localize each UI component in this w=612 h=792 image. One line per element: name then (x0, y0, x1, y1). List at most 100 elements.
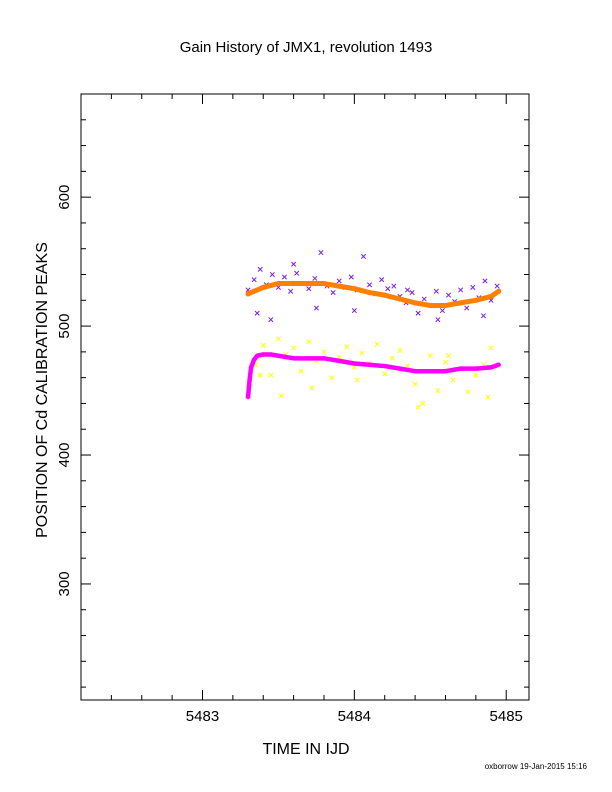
data-point (435, 387, 441, 394)
data-point (336, 283, 342, 289)
data-point (473, 372, 479, 378)
data-point (442, 302, 449, 309)
data-point (435, 317, 441, 323)
data-point (306, 339, 312, 345)
data-point (488, 293, 494, 300)
data-point (409, 290, 415, 296)
data-point (439, 308, 445, 314)
data-point (268, 317, 274, 323)
x-tick-label: 5483 (186, 708, 219, 725)
data-point (374, 341, 380, 347)
data-point (427, 302, 433, 309)
data-point (366, 289, 373, 296)
data-point (260, 284, 266, 291)
x-tick-label: 5484 (338, 708, 371, 725)
data-point (420, 400, 426, 407)
data-point (291, 280, 297, 287)
data-point (421, 296, 427, 302)
data-point (257, 372, 263, 378)
data-point (336, 278, 342, 284)
data-point (382, 371, 388, 377)
data-point (470, 284, 476, 290)
data-point (445, 292, 452, 298)
data-point (298, 368, 304, 374)
data-point (397, 296, 403, 302)
data-point (360, 253, 367, 260)
data-point (329, 375, 335, 381)
data-point (415, 310, 421, 316)
data-point (278, 393, 285, 399)
data-point (382, 292, 388, 298)
data-marks (245, 250, 502, 410)
data-point (458, 300, 464, 306)
data-point (330, 290, 336, 296)
y-axis-title: POSITION OF Cd CALIBRATION PEAKS (34, 242, 51, 538)
data-point (268, 372, 274, 378)
series-3 (245, 352, 501, 400)
plot-frame (80, 93, 530, 701)
data-point (306, 280, 312, 287)
data-point (351, 364, 357, 370)
data-point (404, 287, 411, 293)
data-point (309, 385, 315, 391)
data-point (482, 278, 488, 284)
data-point (412, 381, 418, 387)
x-axis-title: TIME IN IJD (262, 741, 349, 758)
data-point (275, 336, 281, 342)
data-point (464, 305, 470, 311)
data-point (485, 394, 491, 400)
tick-labels: 5483 5484 5485 300 400 500 600 (56, 185, 523, 725)
data-point (391, 283, 397, 289)
data-point (344, 344, 350, 350)
series-line (245, 352, 501, 400)
data-point (433, 288, 439, 294)
series-0 (245, 250, 500, 323)
data-point (312, 275, 318, 281)
footer-credit: oxborrow 19-Jan-2015 15:16 (485, 762, 588, 771)
data-point (254, 310, 260, 316)
data-point (321, 349, 327, 355)
data-point (488, 345, 494, 351)
data-point (313, 305, 319, 311)
data-point (321, 280, 327, 287)
data-point (496, 288, 502, 294)
data-point (450, 377, 456, 383)
data-point (251, 277, 257, 283)
data-point (288, 288, 294, 294)
data-point (275, 280, 282, 287)
data-point (351, 308, 357, 314)
y-tick-label: 400 (56, 443, 73, 468)
series-1 (245, 280, 502, 309)
y-tick-label: 500 (56, 314, 73, 339)
data-point (306, 286, 312, 292)
y-tick-label: 300 (56, 571, 73, 596)
data-point (245, 291, 251, 297)
data-point (412, 300, 418, 306)
data-point (415, 404, 421, 410)
chart-title: Gain History of JMX1, revolution 1493 (180, 39, 433, 56)
data-point (318, 250, 324, 256)
data-point (291, 345, 297, 351)
data-point (427, 353, 433, 359)
data-point (442, 359, 449, 365)
data-point (260, 342, 266, 348)
series-2 (253, 336, 494, 410)
x-tick-label: 5485 (490, 708, 523, 725)
data-point (257, 266, 263, 272)
data-point (354, 377, 360, 383)
data-point (445, 353, 452, 359)
data-point (397, 348, 403, 354)
data-point (366, 282, 373, 288)
data-point (291, 261, 297, 267)
y-tick-label: 600 (56, 185, 73, 210)
data-point (458, 287, 464, 293)
data-point (281, 274, 288, 280)
data-point (359, 350, 365, 356)
data-point (351, 286, 357, 292)
data-point (269, 271, 275, 278)
data-point (389, 355, 395, 361)
data-point (480, 313, 486, 319)
data-point (348, 274, 354, 280)
data-point (465, 389, 471, 395)
